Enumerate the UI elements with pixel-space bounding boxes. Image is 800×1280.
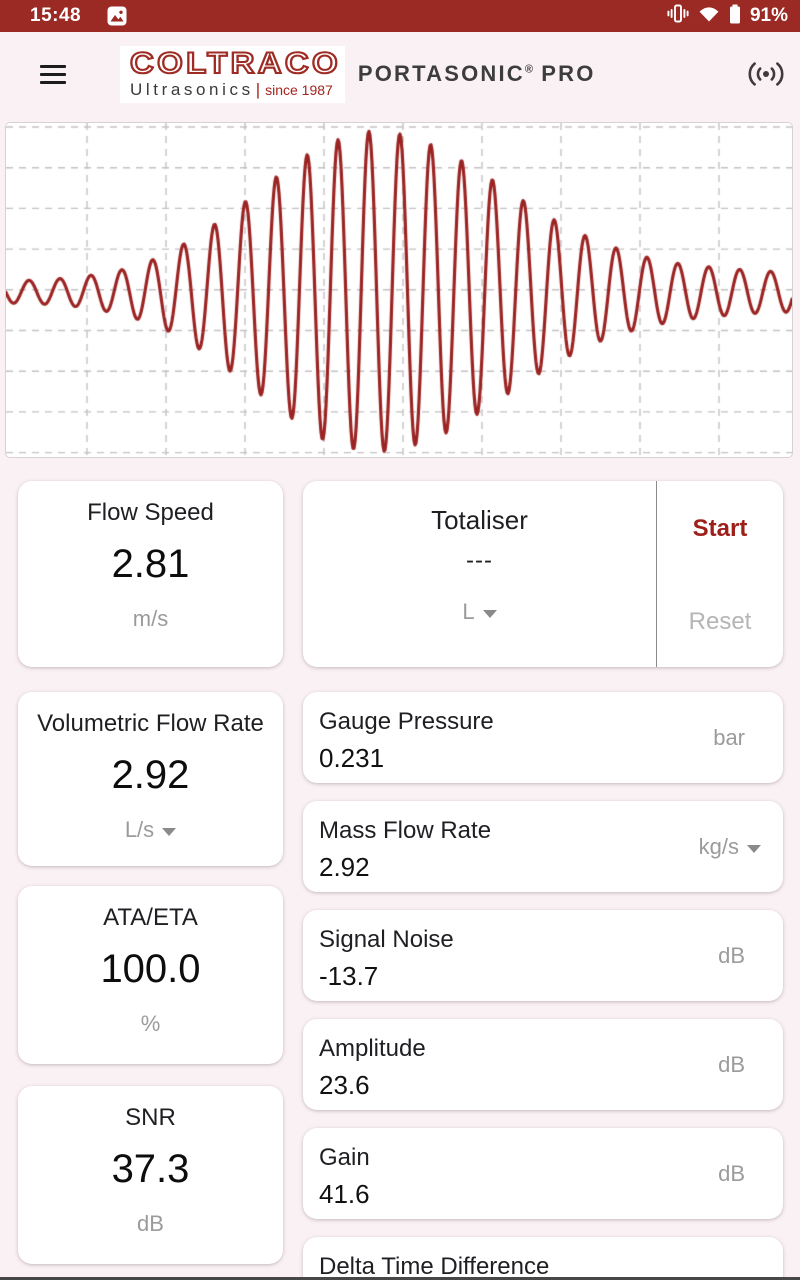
ata-eta-unit: % xyxy=(140,1011,161,1036)
wifi-icon xyxy=(698,5,720,28)
volumetric-flow-rate-unit-dropdown[interactable]: L/s xyxy=(18,815,283,845)
amplitude-unit: dB xyxy=(718,1051,745,1077)
card-title: ATA/ETA xyxy=(103,904,198,931)
totaliser-card: Totaliser --- L Start Reset xyxy=(303,481,783,667)
logo-since: since 1987 xyxy=(265,81,333,98)
battery-icon xyxy=(729,4,741,29)
battery-percent: 91% xyxy=(749,5,788,26)
snr-value: 37.3 xyxy=(111,1147,190,1191)
gain-value: 41.6 xyxy=(319,1179,370,1209)
mass-flow-rate-value: 2.92 xyxy=(319,852,370,882)
signal-noise-value: -13.7 xyxy=(319,961,379,991)
start-button[interactable]: Start xyxy=(692,515,748,542)
signal-noise-unit: dB xyxy=(718,942,745,968)
volumetric-flow-rate-value: 2.92 xyxy=(111,753,190,797)
snr-card: SNR 37.3 dB xyxy=(18,1086,283,1264)
card-title: Flow Speed xyxy=(87,499,214,526)
flow-speed-unit: m/s xyxy=(132,606,169,631)
photo-notification-icon xyxy=(107,6,127,26)
page-title: PORTASONIC® PRO xyxy=(357,61,596,86)
logo-wordmark: COLTRACO xyxy=(129,46,341,80)
volumetric-flow-rate-card: Volumetric Flow Rate 2.92 L/s xyxy=(18,692,283,866)
coltraco-logo: COLTRACO Ultrasonics | since 1987 xyxy=(120,45,345,103)
reset-button[interactable]: Reset xyxy=(688,608,752,635)
status-bar: 15:48 91% xyxy=(0,0,800,32)
gauge-pressure-card: Gauge Pressure 0.231 bar xyxy=(303,692,783,783)
broadcast-icon[interactable] xyxy=(748,60,784,88)
app-header: COLTRACO Ultrasonics | since 1987 PORTAS… xyxy=(0,32,800,116)
card-title: Mass Flow Rate xyxy=(319,817,492,844)
clock: 15:48 xyxy=(30,5,82,26)
chevron-down-icon xyxy=(162,828,177,836)
card-title: SNR xyxy=(125,1104,176,1131)
logo-divider: | xyxy=(255,79,261,99)
mass-flow-rate-unit-dropdown[interactable]: kg/s xyxy=(699,834,761,860)
card-title: Totaliser xyxy=(431,505,528,535)
card-title: Delta Time Difference xyxy=(319,1253,550,1280)
logo-subtitle: Ultrasonics xyxy=(130,79,254,99)
delta-time-difference-card: Delta Time Difference xyxy=(303,1237,783,1280)
amplitude-card: Amplitude 23.6 dB xyxy=(303,1019,783,1110)
flow-speed-value: 2.81 xyxy=(111,542,190,586)
card-title: Signal Noise xyxy=(319,926,454,953)
gain-unit: dB xyxy=(718,1160,745,1186)
amplitude-value: 23.6 xyxy=(319,1070,370,1100)
waveform-chart xyxy=(5,122,793,458)
flow-speed-card: Flow Speed 2.81 m/s xyxy=(18,481,283,667)
gauge-pressure-unit: bar xyxy=(713,724,745,750)
mass-flow-rate-card: Mass Flow Rate 2.92 kg/s xyxy=(303,801,783,892)
signal-noise-card: Signal Noise -13.7 dB xyxy=(303,910,783,1001)
chevron-down-icon xyxy=(482,610,497,618)
menu-icon xyxy=(40,64,66,68)
card-title: Gain xyxy=(319,1144,370,1171)
snr-unit: dB xyxy=(137,1211,164,1236)
chevron-down-icon xyxy=(747,844,761,853)
totaliser-unit-dropdown[interactable]: L xyxy=(303,599,656,625)
gauge-pressure-value: 0.231 xyxy=(319,743,385,773)
hamburger-menu-button[interactable] xyxy=(40,60,66,89)
ata-eta-value: 100.0 xyxy=(100,947,201,991)
gain-card: Gain 41.6 dB xyxy=(303,1128,783,1219)
waveform-canvas xyxy=(6,123,792,457)
card-title: Volumetric Flow Rate xyxy=(37,710,264,737)
card-title: Amplitude xyxy=(319,1035,426,1062)
vibrate-icon xyxy=(667,4,689,28)
card-title: Gauge Pressure xyxy=(319,708,494,735)
navigation-bar-edge xyxy=(0,1277,800,1280)
ata-eta-card: ATA/ETA 100.0 % xyxy=(18,886,283,1064)
totaliser-value: --- xyxy=(466,547,493,574)
